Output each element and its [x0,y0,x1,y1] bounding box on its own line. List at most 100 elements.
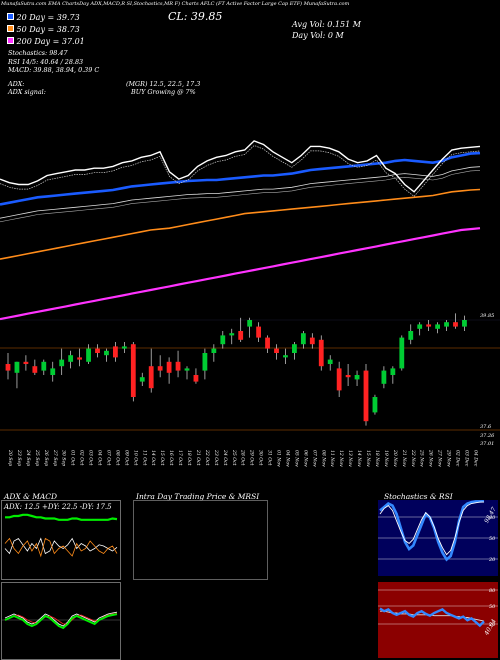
adx-signal-value: BUY Growing @ 7% [131,88,196,96]
date-tick-label: 03 Oct [88,450,94,466]
ema200-swatch [7,37,14,44]
day-volume-label: Day Vol: 0 M [292,31,344,40]
stoch-rsi-panel-title: Stochastics & RSI [384,492,453,501]
candle-body [462,320,467,327]
date-tick-label: 26 Sep [43,449,49,466]
candle-body [50,368,56,375]
stoch-ytick: 50 [489,536,496,542]
ema20-swatch [7,13,14,20]
ema50-legend: 50 Day = 38.73 [7,25,80,34]
date-tick-label: 24 Oct [222,449,228,466]
rsi-ytick: 20 [488,622,496,628]
candle-body [68,355,74,362]
date-tick-label: 21 Oct [195,449,201,466]
header-title: MunafaSutra.com EMA ChartsDay ADX,MACD,R… [1,1,350,7]
minus-dy-line [4,537,118,558]
date-tick-label: 01 Nov [276,450,282,467]
date-tick-label: 08 Nov [320,450,326,467]
ema50-line [0,188,481,260]
main-price-chart: 20 Sep 23 Sep 24 Sep 25 Sep 26 Sep 27 Sep 30 S… [0,140,500,467]
macd-panel [1,582,121,660]
rsi-readout: RSI 14/5: 40.64 / 28.83 [8,58,84,66]
ema-band-line [0,170,481,223]
date-tick-label: 02 Dec [455,450,461,467]
date-tick-label: 26 Nov [428,449,434,467]
candle-body [32,366,38,373]
date-tick-label: 20 Sep [7,449,13,466]
candle-body [327,359,333,364]
candle-body [399,337,405,369]
stoch-rsi-line [379,501,484,556]
date-tick-label: 04 Oct [97,450,103,466]
date-tick-label: 11 Oct [141,450,147,466]
candle-body [309,337,315,345]
candle-body [390,368,396,375]
date-tick-label: 20 Nov [392,449,398,467]
price-tick-label: 37.6 [480,424,492,430]
adx-line [5,513,118,521]
date-tick-label: 08 Oct [114,450,120,466]
ema50-legend-text: 50 Day = 38.73 [16,25,80,34]
candle-body [426,324,432,327]
rsi-ytick: 50 [489,604,496,610]
price-tick-label: 37.01 [480,441,494,447]
price-dotted-line [0,145,481,197]
macd-readout: MACD: 39.88, 38.94, 0.39 C [8,66,100,74]
candle-body [265,337,270,349]
candle-body [220,335,226,345]
stochastics-panel: 80 50 20 98.47 [378,500,498,576]
candle-body [247,320,253,327]
date-tick-label: 15 Oct [159,450,165,466]
date-tick-label: 14 Nov [356,450,362,467]
adx-readout-values: (MGR) 12.5, 22.5, 17.3 [126,80,201,88]
candle-body [408,331,414,340]
candle-body [381,370,387,384]
adx-macd-panel-title: ADX & MACD [4,492,58,501]
stoch-ytick: 20 [488,557,496,563]
candle-body [283,355,288,358]
price-tick-label: 39.85 [480,313,494,319]
candle-body [345,375,351,378]
candle-body [175,361,181,371]
stoch-ytick: 80 [489,515,496,521]
date-tick-label: 12 Nov [338,450,344,467]
date-tick-label: 01 Oct [70,450,76,466]
candle-body [193,375,199,382]
candle-body [139,377,145,382]
date-tick-label: 18 Oct [186,450,192,466]
candle-body [292,344,297,353]
candle-body [41,361,47,371]
candle-body [354,375,360,380]
date-tick-label: 24 Sep [25,449,31,466]
candle-body [104,350,109,356]
ema20-legend-text: 20 Day = 39.73 [16,13,80,22]
candle-body [256,326,261,338]
date-tick-label: 29 Oct [249,449,255,466]
candle-body [23,361,29,364]
candle-body [211,348,217,353]
ema20-line [0,151,481,206]
candle-body [59,359,65,367]
date-tick-label: 13 Nov [347,450,353,467]
date-tick-label: 22 Nov [410,449,416,467]
date-tick-label: 23 Oct [213,449,219,466]
candle-body [444,322,449,327]
date-tick-label: 03 Dec [463,450,469,467]
date-tick-label: 06 Nov [302,450,308,467]
stochastics-readout: Stochastics: 98.47 [8,49,68,57]
ema50-swatch [7,25,14,32]
ema200-legend: 200 Day = 37.01 [7,37,85,46]
macd-line [4,611,118,627]
date-tick-label: 30 Oct [258,450,264,466]
candle-body [157,366,163,371]
date-tick-label: 16 Oct [168,450,174,466]
date-tick-label: 31 Oct [267,450,273,466]
date-tick-label: 23 Sep [16,449,22,466]
price-tick-label: 37.26 [480,433,495,439]
date-tick-label: 30 Sep [61,450,67,466]
candle-body [318,339,324,367]
candle-body [238,331,244,340]
candle-body [14,361,20,373]
candle-body [453,322,458,327]
date-tick-label: 04 Nov [284,450,290,467]
